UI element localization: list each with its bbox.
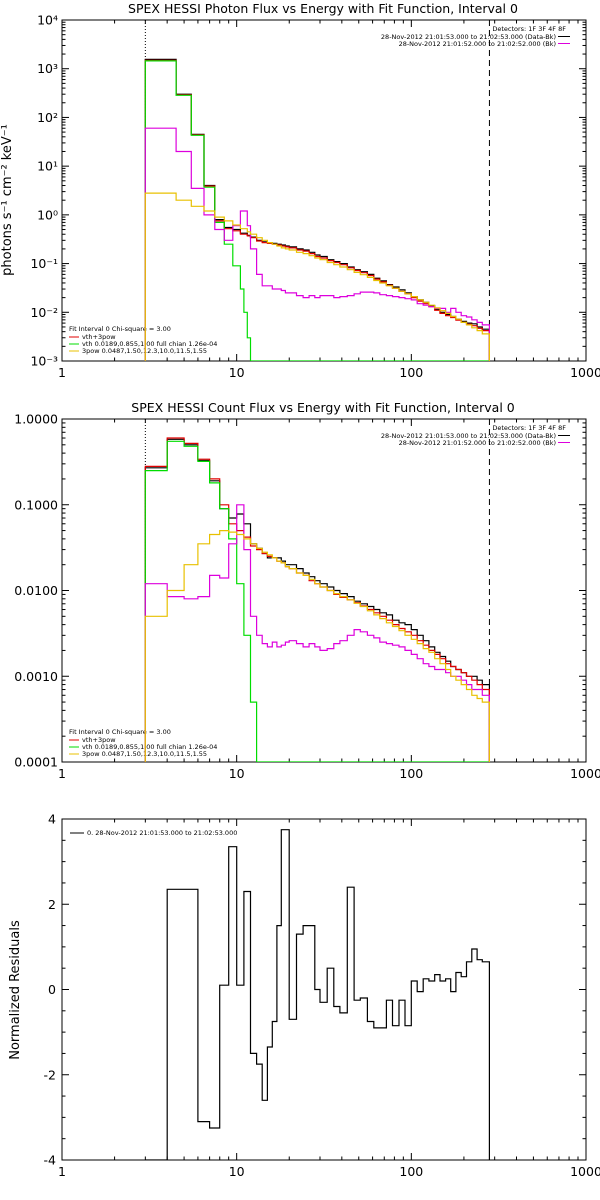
y-tick-label: 4 — [48, 812, 56, 827]
photon-flux-panel: SPEX HESSI Photon Flux vs Energy with Fi… — [0, 1, 600, 380]
x-tick-label: 1 — [58, 365, 66, 380]
series-3pow-line — [144, 192, 490, 361]
legend-data-interval: 28-Nov-2012 21:01:53.000 to 21:02:53.000… — [381, 33, 556, 41]
residuals-x-tick-labels: 1 10 100 1000 — [58, 1164, 600, 1179]
plot-area — [145, 829, 490, 1160]
count-detector-legend: Detectors: 1F 3F 4F 8F 28-Nov-2012 21:01… — [381, 424, 570, 447]
y-tick-label: 10³ — [37, 61, 58, 76]
legend-bk-interval: 28-Nov-2012 21:01:52.000 to 21:02:52.000… — [399, 40, 556, 48]
plot-frame — [61, 818, 587, 1161]
series-thick2-line — [144, 127, 490, 361]
y-tick-label: 10⁻² — [30, 305, 58, 320]
x-tick-label: 10 — [229, 365, 245, 380]
legend-detectors: Detectors: 1F 3F 4F 8F — [492, 25, 566, 33]
fit-chi-square: Fit Interval 0 Chi-square = 3.00 — [69, 325, 171, 333]
x-tick-label: 1000 — [570, 1164, 600, 1179]
x-tick-label: 1000 — [570, 766, 600, 781]
series-data-bk-line — [144, 58, 490, 361]
y-tick-label: 10⁻¹ — [30, 256, 58, 271]
photon-fit-legend: Fit Interval 0 Chi-square = 3.00 vth+3po… — [69, 325, 217, 355]
photon-y-tick-labels: 10⁻³ 10⁻² 10⁻¹ 10⁰ 10¹ 10² 10³ 10⁴ — [30, 13, 58, 369]
series-data-bk-line — [144, 438, 490, 762]
y-tick-label: 2 — [48, 897, 56, 912]
x-tick-label: 10 — [229, 1164, 245, 1179]
series-3pow-line — [144, 530, 490, 762]
y-tick-label: -4 — [44, 1153, 57, 1168]
legend-fit-name: vth+3pow — [82, 736, 116, 744]
photon-y-axis-label: photons s⁻¹ cm⁻² keV⁻¹ — [0, 124, 15, 276]
photon-detector-legend: Detectors: 1F 3F 4F 8F 28-Nov-2012 21:01… — [381, 25, 570, 48]
x-tick-label: 10 — [229, 766, 245, 781]
x-tick-label: 100 — [399, 766, 423, 781]
legend-bk-interval: 28-Nov-2012 21:01:52.000 to 21:02:52.000… — [399, 439, 556, 447]
y-tick-label: 0.1000 — [14, 497, 58, 512]
legend-3pow-name: 3pow 0.0487,1.50,12.3,10.0,11.5,1.55 — [82, 347, 207, 355]
count-fit-legend: Fit Interval 0 Chi-square = 3.00 vth+3po… — [69, 728, 217, 758]
plot-area — [144, 20, 490, 361]
y-tick-label: 10² — [37, 110, 58, 125]
series-vth-line — [144, 440, 490, 762]
y-tick-label: 0.0001 — [14, 755, 58, 770]
legend-vth-name: vth 0.0189,0.855,1.00 full chian 1.26e-0… — [82, 743, 217, 751]
residuals-y-axis-label: Normalized Residuals — [8, 920, 23, 1060]
residuals-panel: Normalized Residuals -4 -2 0 2 4 1 10 10… — [8, 812, 600, 1180]
y-tick-label: 10¹ — [37, 159, 58, 174]
legend-3pow-name: 3pow 0.0487,1.50,12.3,10.0,11.5,1.55 — [82, 750, 207, 758]
y-tick-label: 0.0010 — [14, 669, 58, 684]
count-chart-title: SPEX HESSI Count Flux vs Energy with Fit… — [131, 400, 514, 415]
x-tick-label: 100 — [399, 1164, 423, 1179]
y-tick-label: 10⁴ — [37, 13, 58, 28]
residuals-legend: 0. 28-Nov-2012 21:01:53.000 to 21:02:53.… — [70, 829, 237, 837]
x-tick-label: 100 — [399, 365, 423, 380]
y-tick-label: 0.0100 — [14, 583, 58, 598]
count-x-tick-labels: 1 10 100 1000 — [58, 766, 600, 781]
count-y-tick-labels: 0.0001 0.0010 0.0100 0.1000 1.0000 — [14, 412, 58, 770]
y-tick-label: -2 — [44, 1067, 56, 1082]
series-residuals-line — [145, 829, 490, 1160]
y-tick-label: 10⁻³ — [30, 354, 58, 369]
plot-frame — [61, 19, 587, 362]
plot-frame — [61, 418, 587, 763]
residuals-y-tick-labels: -4 -2 0 2 4 — [44, 812, 57, 1168]
photon-x-tick-labels: 1 10 100 1000 — [58, 365, 600, 380]
y-tick-label: 1.0000 — [14, 412, 58, 427]
series-vth-line — [144, 60, 490, 361]
x-tick-label: 1 — [58, 766, 66, 781]
x-tick-label: 1 — [58, 1164, 66, 1179]
count-flux-panel: SPEX HESSI Count Flux vs Energy with Fit… — [14, 400, 600, 781]
x-tick-label: 1000 — [570, 365, 600, 380]
photon-chart-title: SPEX HESSI Photon Flux vs Energy with Fi… — [128, 1, 518, 16]
legend-vth-name: vth 0.0189,0.855,1.00 full chian 1.26e-0… — [82, 340, 217, 348]
plot-area — [144, 419, 490, 762]
legend-data-interval: 28-Nov-2012 21:01:53.000 to 21:02:53.000… — [381, 432, 556, 440]
y-tick-label: 0 — [48, 982, 56, 997]
fit-chi-square: Fit Interval 0 Chi-square = 3.00 — [69, 728, 171, 736]
legend-residuals-interval: 0. 28-Nov-2012 21:01:53.000 to 21:02:53.… — [87, 829, 237, 837]
legend-fit-name: vth+3pow — [82, 333, 116, 341]
series-vth-3pow-line — [144, 59, 490, 361]
series-vth-3pow-line — [144, 437, 490, 762]
legend-detectors: Detectors: 1F 3F 4F 8F — [492, 424, 566, 432]
y-tick-label: 10⁰ — [37, 207, 58, 222]
series-thick2-line — [144, 504, 490, 762]
